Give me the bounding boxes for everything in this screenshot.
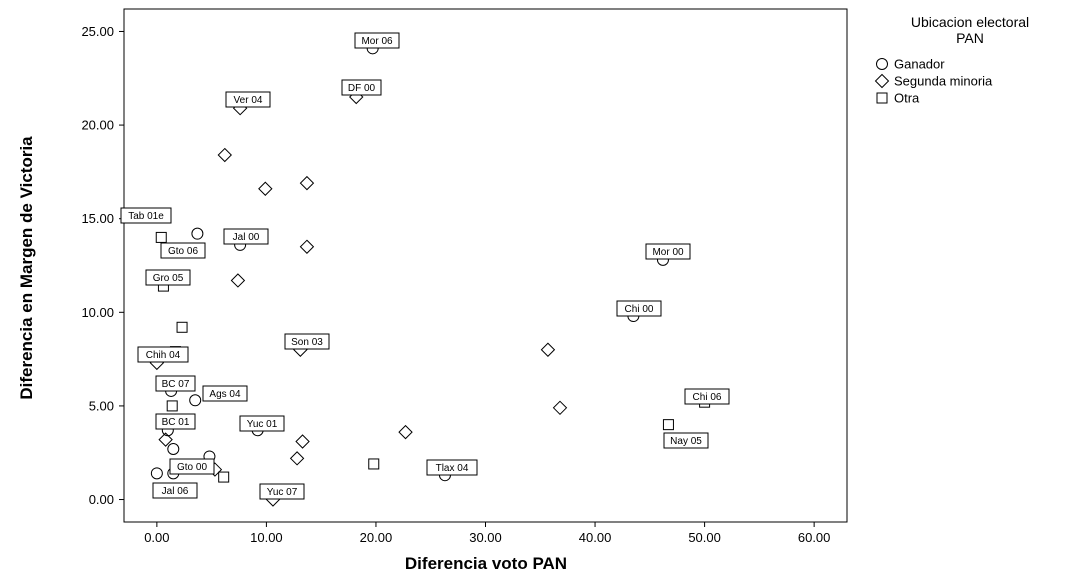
x-tick-label: 0.00 <box>144 530 169 545</box>
point-label: Ver 04 <box>234 95 263 106</box>
data-point-diamond <box>289 451 305 466</box>
data-point-diamond <box>552 400 568 415</box>
point-label: Ags 04 <box>209 389 241 400</box>
x-tick-label: 30.00 <box>469 530 502 545</box>
point-label: Nay 05 <box>670 436 702 447</box>
x-tick-label: 10.00 <box>250 530 283 545</box>
point-label: Jal 00 <box>233 232 260 243</box>
y-tick-label: 5.00 <box>89 398 114 413</box>
point-label-box <box>259 483 305 500</box>
point-label-box <box>684 388 730 405</box>
y-axis-title: Diferencia en Margen de Victoria <box>17 136 36 400</box>
data-point-diamond <box>230 273 246 288</box>
point-label-box <box>155 413 196 430</box>
y-tick-label: 25.00 <box>81 24 114 39</box>
point-label: Yuc 07 <box>267 487 298 498</box>
point-label-box <box>120 207 172 224</box>
data-point-square <box>218 471 230 483</box>
data-point-diamond <box>540 342 556 357</box>
point-label-box <box>137 346 189 363</box>
data-point-circle <box>189 394 202 407</box>
point-label-box <box>160 242 206 259</box>
point-label-box <box>152 482 198 499</box>
legend: Ubicacion electoral PAN Ganador Segunda m… <box>874 14 1029 106</box>
data-point-diamond <box>258 181 273 196</box>
legend-marker-square <box>876 92 888 104</box>
plot-frame <box>123 8 848 523</box>
point-label: BC 01 <box>162 417 190 428</box>
point-label-box <box>354 32 400 49</box>
legend-marker-diamond <box>874 73 890 89</box>
point-label-box <box>239 415 285 432</box>
point-label-box <box>223 228 269 245</box>
y-tick-label: 20.00 <box>81 118 114 133</box>
legend-entry-label: Ganador <box>894 57 945 72</box>
point-label: Chih 04 <box>146 350 181 361</box>
point-label-box <box>663 432 709 449</box>
data-point-diamond <box>295 434 310 449</box>
data-point-diamond <box>217 147 232 163</box>
data-point-diamond <box>158 432 173 447</box>
data-point-square <box>155 231 167 243</box>
point-label: Yuc 01 <box>247 419 278 430</box>
point-labels: Mor 06 Gto 06 Jal 00 Mor 00 Chi 00 BC 07 Ags 0… <box>120 32 730 500</box>
point-label-box <box>616 300 662 317</box>
legend-marker-circle <box>876 58 888 70</box>
point-label-box <box>155 375 196 392</box>
data-point-circle <box>150 467 163 480</box>
point-label: Tab 01e <box>128 211 164 222</box>
point-label: Gto 00 <box>177 462 207 473</box>
point-label-box <box>426 459 478 476</box>
x-tick-label: 20.00 <box>360 530 393 545</box>
x-axis-title: Diferencia voto PAN <box>405 554 567 573</box>
point-label: Jal 06 <box>162 486 189 497</box>
x-tick-label: 40.00 <box>579 530 612 545</box>
y-tick-label: 10.00 <box>81 305 114 320</box>
y-tick-label: 15.00 <box>81 211 114 226</box>
point-label: Chi 00 <box>625 304 654 315</box>
x-axis: 0.00 10.00 20.00 30.00 40.00 50.00 60.00 <box>144 522 830 545</box>
point-label: DF 00 <box>348 83 376 94</box>
legend-entry-label: Segunda minoria <box>894 74 993 89</box>
data-point-circle <box>167 442 180 455</box>
legend-entry-label: Otra <box>894 91 920 106</box>
point-label: Gro 05 <box>153 273 184 284</box>
point-label: Mor 00 <box>652 247 684 258</box>
data-point-square <box>662 419 674 431</box>
y-axis: 0.00 5.00 10.00 15.00 20.00 25.00 <box>81 24 124 507</box>
point-label-box <box>284 333 330 350</box>
x-tick-label: 60.00 <box>798 530 831 545</box>
data-point-diamond <box>299 239 315 254</box>
point-label: Tlax 04 <box>436 463 469 474</box>
x-tick-label: 50.00 <box>688 530 721 545</box>
point-label: Gto 06 <box>168 246 198 257</box>
point-label: Mor 06 <box>361 36 393 47</box>
data-point-circle <box>191 227 204 240</box>
point-label-box <box>341 79 382 96</box>
point-label-box <box>169 458 215 475</box>
data-point-diamond <box>398 424 413 440</box>
point-label-box <box>202 385 248 402</box>
data-point-square <box>176 321 188 333</box>
point-label: BC 07 <box>162 379 190 390</box>
point-label-box <box>645 243 691 260</box>
point-label-box <box>145 269 191 286</box>
legend-title-line2: PAN <box>956 30 984 46</box>
data-point-square <box>166 400 178 412</box>
legend-title-line1: Ubicacion electoral <box>911 14 1029 30</box>
y-tick-label: 0.00 <box>89 492 114 507</box>
point-label-box <box>225 91 271 108</box>
data-point-diamond <box>299 175 315 191</box>
data-point-square <box>368 458 380 470</box>
point-label: Son 03 <box>291 337 323 348</box>
point-label: Chi 06 <box>693 392 722 403</box>
